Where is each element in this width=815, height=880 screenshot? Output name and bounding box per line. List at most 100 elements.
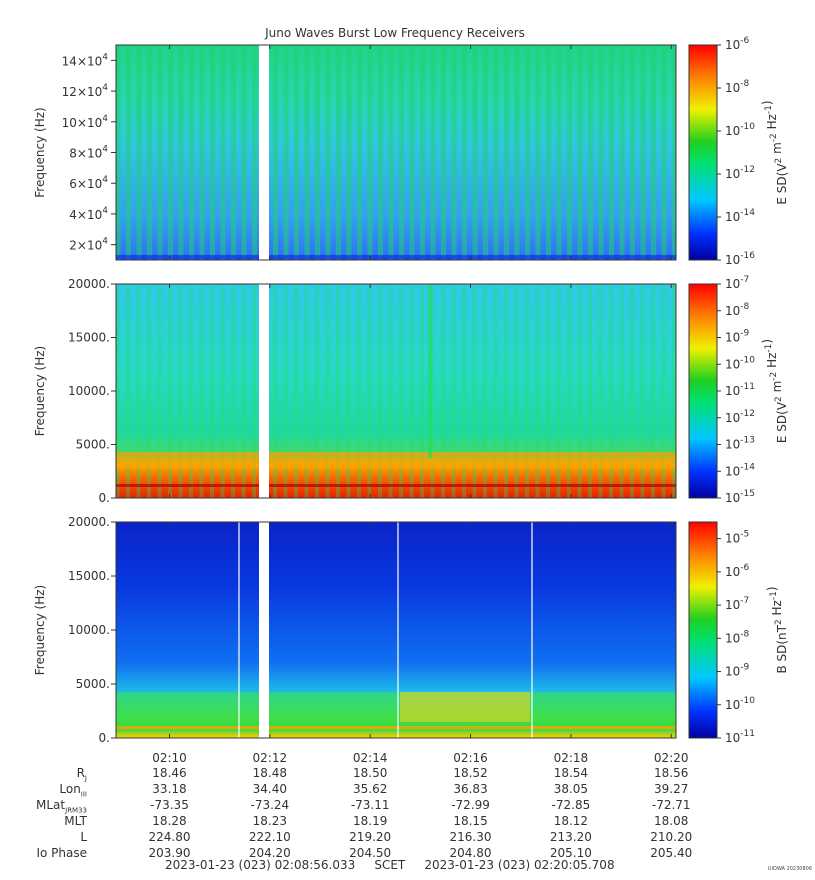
periodic-stripes xyxy=(116,45,676,260)
y-tick-label: 15000. xyxy=(68,331,110,345)
vertical-burst xyxy=(428,284,432,458)
colorbar-tick-label: 10-10 xyxy=(725,355,755,371)
ephemeris-value: 39.27 xyxy=(654,782,689,796)
colorbar-tick-label: 10-12 xyxy=(725,409,755,425)
colorbar-tick-label: 10-16 xyxy=(725,251,755,267)
ephemeris-value: 219.20 xyxy=(349,830,392,844)
ephemeris-value: 205.10 xyxy=(549,846,592,860)
ephemeris-value: 18.12 xyxy=(553,814,589,828)
emission-band xyxy=(116,692,676,732)
x-tick-label: 02:10 xyxy=(152,751,187,765)
y-tick-label: 8×104 xyxy=(69,145,108,161)
ephemeris-value: 18.28 xyxy=(152,814,187,828)
x-tick-label: 02:16 xyxy=(453,751,488,765)
ephemeris-value: 35.62 xyxy=(352,782,388,796)
ephemeris-value: -73.24 xyxy=(250,798,290,812)
y-tick-label: 5000. xyxy=(76,677,110,691)
time-system: SCET xyxy=(374,858,406,872)
colorbar-tick-label: 10-6 xyxy=(725,563,750,579)
ephemeris-value: 33.18 xyxy=(152,782,187,796)
ephemeris-value: -73.11 xyxy=(350,798,390,812)
colorbar-tick-label: 10-8 xyxy=(725,79,750,95)
end-time: 2023-01-23 (023) 02:20:05.708 xyxy=(424,858,615,872)
ephemeris-label: L xyxy=(80,830,87,844)
colorbar-tick-label: 10-9 xyxy=(725,663,750,679)
y-tick-label: 15000. xyxy=(68,569,110,583)
ephemeris-value: -73.35 xyxy=(150,798,189,812)
ephemeris-value: 210.20 xyxy=(650,830,693,844)
ephemeris-value: 204.50 xyxy=(349,846,392,860)
colorbar-tick-label: 10-14 xyxy=(725,462,755,478)
ephemeris-value: 18.52 xyxy=(453,766,488,780)
colorbar-tick-label: 10-7 xyxy=(725,275,749,291)
time-range-footer: 2023-01-23 (023) 02:08:56.033 SCET 2023-… xyxy=(165,858,615,872)
ephemeris-label: LonIII xyxy=(59,782,87,799)
colorbar-tick-label: 10-6 xyxy=(725,36,750,52)
colorbar xyxy=(688,283,718,499)
colorbar-tick-label: 10-10 xyxy=(725,122,755,138)
ephemeris-value: 222.10 xyxy=(248,830,291,844)
ephemeris-value: 203.90 xyxy=(148,846,191,860)
y-tick-label: 6×104 xyxy=(69,175,108,191)
colorbar-label: B SD(nT2 Hz-1) xyxy=(765,586,789,673)
enhanced-emission xyxy=(400,692,530,722)
emission-line xyxy=(116,484,676,487)
colorbar-label: E SD(V2 m-2 Hz-1) xyxy=(760,100,789,204)
y-axis-label: Frequency (Hz) xyxy=(33,585,47,676)
y-tick-label: 0. xyxy=(99,731,110,745)
y-tick-label: 12×104 xyxy=(62,83,109,99)
colorbar-tick-label: 10-13 xyxy=(725,436,755,452)
low-frequency-band xyxy=(116,255,676,259)
ephemeris-value: 18.23 xyxy=(252,814,287,828)
ephemeris-label: MLatJRM33 xyxy=(36,798,87,815)
colorbar-label: E SD(V2 m-2 Hz-1) xyxy=(760,339,789,443)
ephemeris-value: 18.15 xyxy=(453,814,488,828)
y-tick-label: 4×104 xyxy=(69,206,108,222)
colorbar-tick-label: 10-8 xyxy=(725,629,750,645)
ephemeris-label: Io Phase xyxy=(36,846,87,860)
ephemeris-value: 216.30 xyxy=(449,830,492,844)
colorbar-tick-label: 10-12 xyxy=(725,165,755,181)
ephemeris-value: 18.46 xyxy=(152,766,187,780)
colorbar-tick-label: 10-8 xyxy=(725,302,750,318)
credit-stamp: UIOWA 20230806 xyxy=(767,866,812,872)
data-gap xyxy=(259,45,269,260)
ephemeris-value: 18.54 xyxy=(553,766,589,780)
ephemeris-value: 18.56 xyxy=(654,766,689,780)
spectrogram-panel-1: 2×104 4×104 6×104 8×104 10×104 12×104 14×104 Fr… xyxy=(33,36,789,267)
y-tick-label: 20000. xyxy=(68,277,110,291)
colorbar-tick-label: 10-11 xyxy=(725,729,755,745)
data-gap xyxy=(259,284,269,498)
start-time: 2023-01-23 (023) 02:08:56.033 xyxy=(165,858,356,872)
ephemeris-label: MLT xyxy=(64,814,87,828)
ephemeris-value: 38.05 xyxy=(553,782,589,796)
ephemeris-value: 18.19 xyxy=(352,814,388,828)
ephemeris-value: -72.99 xyxy=(451,798,490,812)
emission-band xyxy=(116,452,676,468)
y-tick-label: 0. xyxy=(99,491,110,505)
ephemeris-value: -72.85 xyxy=(551,798,591,812)
colorbar-tick-label: 10-9 xyxy=(725,329,750,345)
ephemeris-value: 18.48 xyxy=(252,766,287,780)
colorbar-tick-label: 10-10 xyxy=(725,696,755,712)
emission-line xyxy=(116,726,676,729)
ephemeris-value: 18.08 xyxy=(654,814,689,828)
ephemeris-value: 205.40 xyxy=(650,846,693,860)
ephemeris-value: 204.80 xyxy=(449,846,492,860)
ephemeris-value: 36.83 xyxy=(453,782,488,796)
y-tick-label: 10000. xyxy=(68,384,110,398)
y-tick-label: 2×104 xyxy=(69,237,108,253)
colorbar-tick-label: 10-14 xyxy=(725,208,755,224)
colorbar-tick-label: 10-5 xyxy=(725,530,749,546)
colorbar xyxy=(688,44,718,261)
y-tick-label: 10×104 xyxy=(62,114,109,130)
colorbar-tick-label: 10-7 xyxy=(725,596,749,612)
ephemeris-value: 224.80 xyxy=(148,830,191,844)
ephemeris-label: RJ xyxy=(76,766,87,783)
ephemeris-value: 213.20 xyxy=(549,830,592,844)
y-tick-label: 5000. xyxy=(76,438,110,452)
x-tick-label: 02:18 xyxy=(554,751,589,765)
x-tick-label: 02:20 xyxy=(654,751,689,765)
colorbar xyxy=(688,521,718,739)
